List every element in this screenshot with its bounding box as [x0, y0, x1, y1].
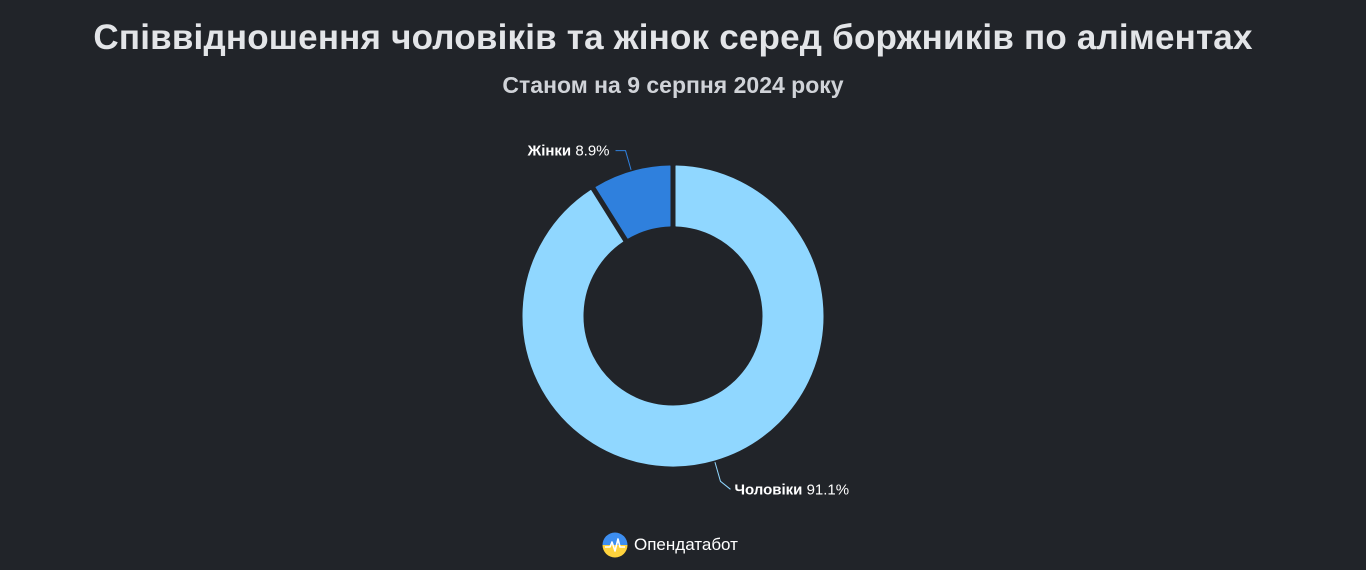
- chart-title: Співвідношення чоловіків та жінок серед …: [93, 18, 1253, 57]
- slice-0: [595, 165, 671, 239]
- data-label-value: 91.1%: [807, 481, 850, 498]
- data-label-name: Жінки: [527, 143, 576, 160]
- slice-1: [522, 165, 824, 467]
- label-leaders: [615, 150, 731, 490]
- data-label-value: 8.9%: [575, 143, 609, 160]
- leader-line-0: [615, 150, 632, 171]
- data-label-name: Чоловіки: [734, 481, 806, 498]
- data-label-1: Чоловіки 91.1%: [734, 481, 849, 498]
- data-label-0: Жінки 8.9%: [527, 143, 610, 160]
- data-labels: Жінки 8.9% Чоловіки 91.1%: [527, 143, 849, 499]
- leader-line-1: [714, 461, 731, 490]
- chart-subtitle: Станом на 9 серпня 2024 року: [502, 72, 844, 98]
- opendatabot-logo-icon: [602, 532, 628, 558]
- brand-footer: Опендатабот: [602, 531, 738, 559]
- donut-slices: [522, 165, 824, 467]
- brand-name: Опендатабот: [634, 535, 738, 554]
